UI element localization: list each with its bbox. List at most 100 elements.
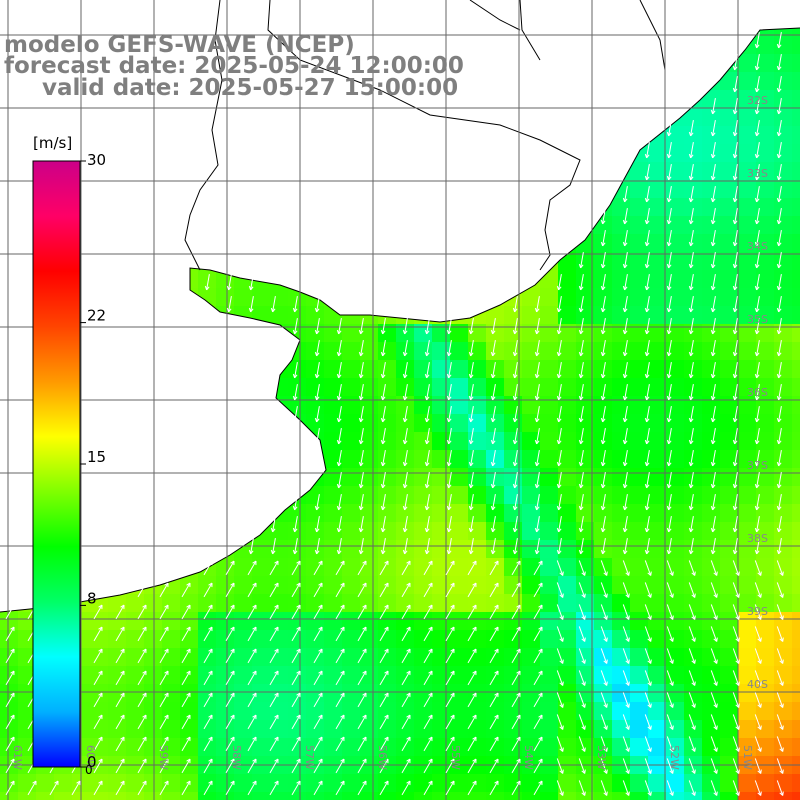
wind-speed-cell bbox=[540, 486, 558, 504]
wind-arrow bbox=[600, 560, 608, 576]
wind-speed-cell bbox=[306, 342, 324, 360]
wind-speed-cell bbox=[738, 414, 756, 432]
wind-speed-cell bbox=[288, 594, 306, 612]
wind-arrow bbox=[445, 670, 455, 686]
wind-arrow bbox=[754, 362, 760, 379]
wind-arrow bbox=[181, 714, 191, 730]
wind-arrow bbox=[534, 516, 540, 533]
wind-arrow bbox=[710, 692, 718, 708]
wind-speed-cell bbox=[612, 540, 630, 558]
wind-arrow bbox=[313, 648, 323, 664]
wind-speed-cell bbox=[126, 720, 144, 738]
wind-arrow bbox=[424, 318, 430, 335]
wind-speed-cell bbox=[90, 612, 108, 630]
wind-speed-cell bbox=[540, 576, 558, 594]
wind-arrow bbox=[181, 648, 191, 664]
wind-arrow bbox=[512, 494, 518, 511]
wind-speed-cell bbox=[738, 288, 756, 306]
wind-speed-cell bbox=[432, 378, 450, 396]
wind-arrow bbox=[468, 428, 474, 445]
wind-speed-cell bbox=[558, 522, 576, 540]
wind-arrow bbox=[292, 406, 298, 423]
wind-arrow bbox=[688, 384, 694, 401]
wind-arrow bbox=[159, 670, 169, 686]
wind-arrow bbox=[776, 54, 782, 71]
wind-speed-cell bbox=[378, 594, 396, 612]
wind-speed-cell bbox=[486, 738, 504, 756]
wind-arrow bbox=[336, 494, 342, 511]
wind-speed-cell bbox=[144, 720, 162, 738]
wind-arrow bbox=[776, 516, 782, 533]
wind-speed-cell bbox=[396, 702, 414, 720]
wind-speed-cell bbox=[306, 738, 324, 756]
wind-speed-cell bbox=[342, 378, 360, 396]
wind-speed-cell bbox=[774, 684, 792, 702]
wind-speed-cell bbox=[576, 324, 594, 342]
wind-speed-cell bbox=[504, 432, 522, 450]
wind-speed-cell bbox=[702, 720, 720, 738]
wind-arrow bbox=[468, 472, 474, 489]
wind-speed-cell bbox=[324, 342, 342, 360]
longitude-label: 54W bbox=[522, 745, 535, 770]
wind-speed-cell bbox=[738, 180, 756, 198]
wind-speed-cell bbox=[504, 576, 522, 594]
wind-speed-cell bbox=[18, 774, 36, 792]
wind-speed-cell bbox=[774, 216, 792, 234]
wind-arrow bbox=[225, 780, 235, 796]
wind-speed-cell bbox=[342, 612, 360, 630]
wind-arrow bbox=[468, 318, 474, 335]
wind-arrow bbox=[688, 714, 696, 730]
wind-speed-cell bbox=[216, 576, 234, 594]
wind-arrow bbox=[512, 296, 518, 313]
wind-arrow bbox=[776, 714, 784, 730]
wind-arrow bbox=[666, 384, 672, 401]
wind-arrow bbox=[335, 780, 345, 796]
latitude-label: 33S bbox=[747, 167, 768, 180]
wind-speed-cell bbox=[540, 702, 558, 720]
wind-speed-cell bbox=[180, 738, 198, 756]
wind-speed-cell bbox=[162, 684, 180, 702]
wind-speed-cell bbox=[504, 612, 522, 630]
wind-arrow bbox=[314, 428, 320, 445]
wind-speed-cell bbox=[630, 792, 648, 800]
wind-speed-cell bbox=[648, 234, 666, 252]
latitude-label: 34S bbox=[747, 240, 768, 253]
wind-arrow bbox=[754, 208, 760, 225]
wind-arrow bbox=[578, 780, 586, 796]
wind-arrow bbox=[533, 670, 543, 686]
wind-speed-cell bbox=[324, 774, 342, 792]
wind-speed-cell bbox=[558, 324, 576, 342]
wind-arrow bbox=[115, 670, 125, 686]
wind-arrow bbox=[489, 604, 499, 620]
wind-arrow bbox=[313, 758, 323, 774]
wind-speed-cell bbox=[234, 702, 252, 720]
wind-arrow bbox=[181, 604, 191, 620]
wind-speed-cell bbox=[720, 324, 738, 342]
wind-arrow bbox=[225, 714, 235, 730]
wind-arrow bbox=[776, 538, 782, 555]
wind-speed-cell bbox=[342, 522, 360, 540]
wind-speed-cell bbox=[450, 540, 468, 558]
wind-speed-cell bbox=[306, 720, 324, 738]
wind-speed-cell bbox=[684, 648, 702, 666]
wind-arrow bbox=[534, 450, 540, 467]
wind-speed-cell bbox=[756, 684, 774, 702]
wind-arrow bbox=[688, 670, 696, 686]
wind-speed-cell bbox=[216, 594, 234, 612]
wind-arrow bbox=[115, 780, 125, 796]
wind-speed-cell bbox=[666, 594, 684, 612]
wind-speed-cell bbox=[720, 90, 738, 108]
wind-arrow bbox=[776, 384, 782, 401]
wind-arrow bbox=[622, 604, 630, 620]
wind-speed-cell bbox=[522, 432, 540, 450]
wind-arrow bbox=[380, 538, 386, 555]
wind-speed-cell bbox=[144, 648, 162, 666]
wind-arrow bbox=[754, 560, 762, 576]
wind-arrow bbox=[489, 670, 499, 686]
wind-speed-cell bbox=[432, 684, 450, 702]
wind-arrow bbox=[511, 780, 521, 796]
wind-arrow bbox=[270, 516, 276, 533]
wind-speed-cell bbox=[306, 540, 324, 558]
wind-speed-cell bbox=[324, 594, 342, 612]
